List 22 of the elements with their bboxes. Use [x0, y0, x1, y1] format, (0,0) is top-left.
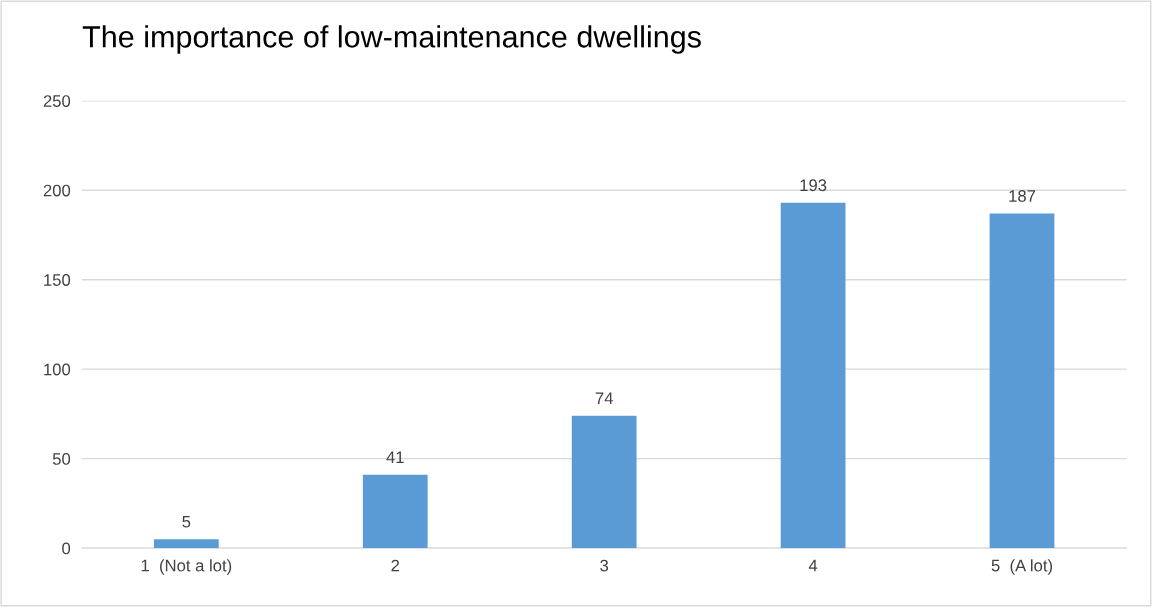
- x-tick-label: 3: [600, 559, 609, 572]
- data-label: 193: [800, 179, 827, 192]
- bar: [153, 539, 219, 549]
- y-tick-label: 50: [52, 453, 71, 465]
- y-tick-label: 150: [44, 274, 71, 286]
- x-tick-label: 2: [391, 559, 400, 572]
- y-tick-label: 200: [43, 184, 71, 197]
- y-tick-label: 250: [43, 95, 71, 107]
- bar: [362, 474, 428, 549]
- y-tick-label: 0: [62, 542, 71, 555]
- data-label: 5: [182, 515, 191, 528]
- bar: [571, 415, 637, 549]
- data-label: 187: [1009, 190, 1036, 202]
- y-tick-label: 100: [44, 363, 71, 376]
- chart-title: The importance of low-maintenance dwellings: [82, 25, 701, 54]
- data-label: 74: [595, 392, 613, 404]
- x-tick-label: 5 (A lot): [991, 559, 1053, 575]
- bar: [780, 202, 846, 549]
- x-tick-label: 1 (Not a lot): [141, 559, 232, 575]
- x-tick-label: 4: [808, 559, 818, 572]
- data-label: 41: [386, 451, 404, 463]
- bar: [989, 213, 1055, 549]
